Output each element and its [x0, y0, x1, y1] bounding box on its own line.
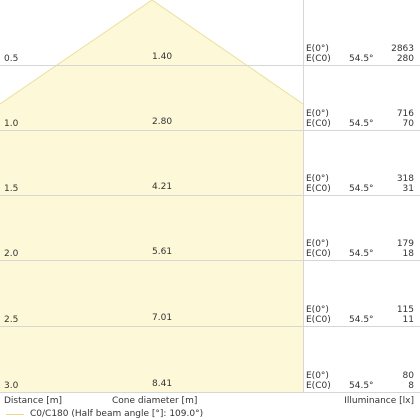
ec0-illuminance-value: 70 [402, 119, 414, 129]
distance-value: 1.0 [4, 119, 19, 129]
e0-label: E(0°) [306, 371, 329, 381]
ec0-label: E(C0) [306, 119, 331, 129]
e0-illuminance-value: 179 [396, 239, 414, 249]
half-angle-value: 54.5° [349, 249, 374, 259]
ec0-label: E(C0) [306, 184, 331, 194]
light-cone-area [0, 0, 303, 392]
ec0-illuminance-value: 11 [402, 315, 414, 325]
row-divider [0, 326, 420, 327]
e0-illuminance-value: 80 [402, 371, 414, 381]
distance-value: 1.5 [4, 184, 19, 194]
legend-swatch [6, 414, 24, 415]
e0-illuminance-value: 115 [396, 305, 414, 315]
e0-label: E(0°) [306, 44, 329, 54]
ec0-label: E(C0) [306, 54, 331, 64]
row-divider [0, 260, 420, 261]
ec0-label: E(C0) [306, 381, 331, 391]
half-angle-value: 54.5° [349, 315, 374, 325]
half-angle-value: 54.5° [349, 184, 374, 194]
row-divider [0, 195, 420, 196]
legend-text: C0/C180 (Half beam angle [°]: 109.0°) [30, 409, 204, 419]
e0-label: E(0°) [306, 239, 329, 249]
row-divider [0, 65, 420, 66]
half-angle-value: 54.5° [349, 54, 374, 64]
distance-axis-label: Distance [m] [4, 396, 63, 406]
ec0-illuminance-value: 18 [402, 249, 414, 259]
ec0-illuminance-value: 8 [408, 381, 414, 391]
ec0-label: E(C0) [306, 315, 331, 325]
distance-value: 3.0 [4, 381, 19, 391]
distance-value: 2.0 [4, 249, 19, 259]
e0-label: E(0°) [306, 109, 329, 119]
e0-illuminance-value: 716 [396, 109, 414, 119]
ec0-label: E(C0) [306, 249, 331, 259]
half-angle-value: 54.5° [349, 119, 374, 129]
light-cone-edge [0, 0, 304, 105]
ec0-illuminance-value: 280 [396, 54, 414, 64]
e0-label: E(0°) [306, 305, 329, 315]
illuminance-axis-label: Illuminance [lx] [344, 396, 414, 406]
e0-illuminance-value: 2863 [391, 44, 414, 54]
ec0-illuminance-value: 31 [402, 184, 414, 194]
axis-label-divider [0, 392, 420, 393]
e0-illuminance-value: 318 [396, 174, 414, 184]
e0-label: E(0°) [306, 174, 329, 184]
row-divider [0, 130, 420, 131]
column-separator [303, 0, 304, 392]
diameter-axis-label: Cone diameter [m] [112, 396, 198, 406]
half-angle-value: 54.5° [349, 381, 374, 391]
distance-value: 2.5 [4, 315, 19, 325]
distance-value: 0.5 [4, 54, 19, 64]
